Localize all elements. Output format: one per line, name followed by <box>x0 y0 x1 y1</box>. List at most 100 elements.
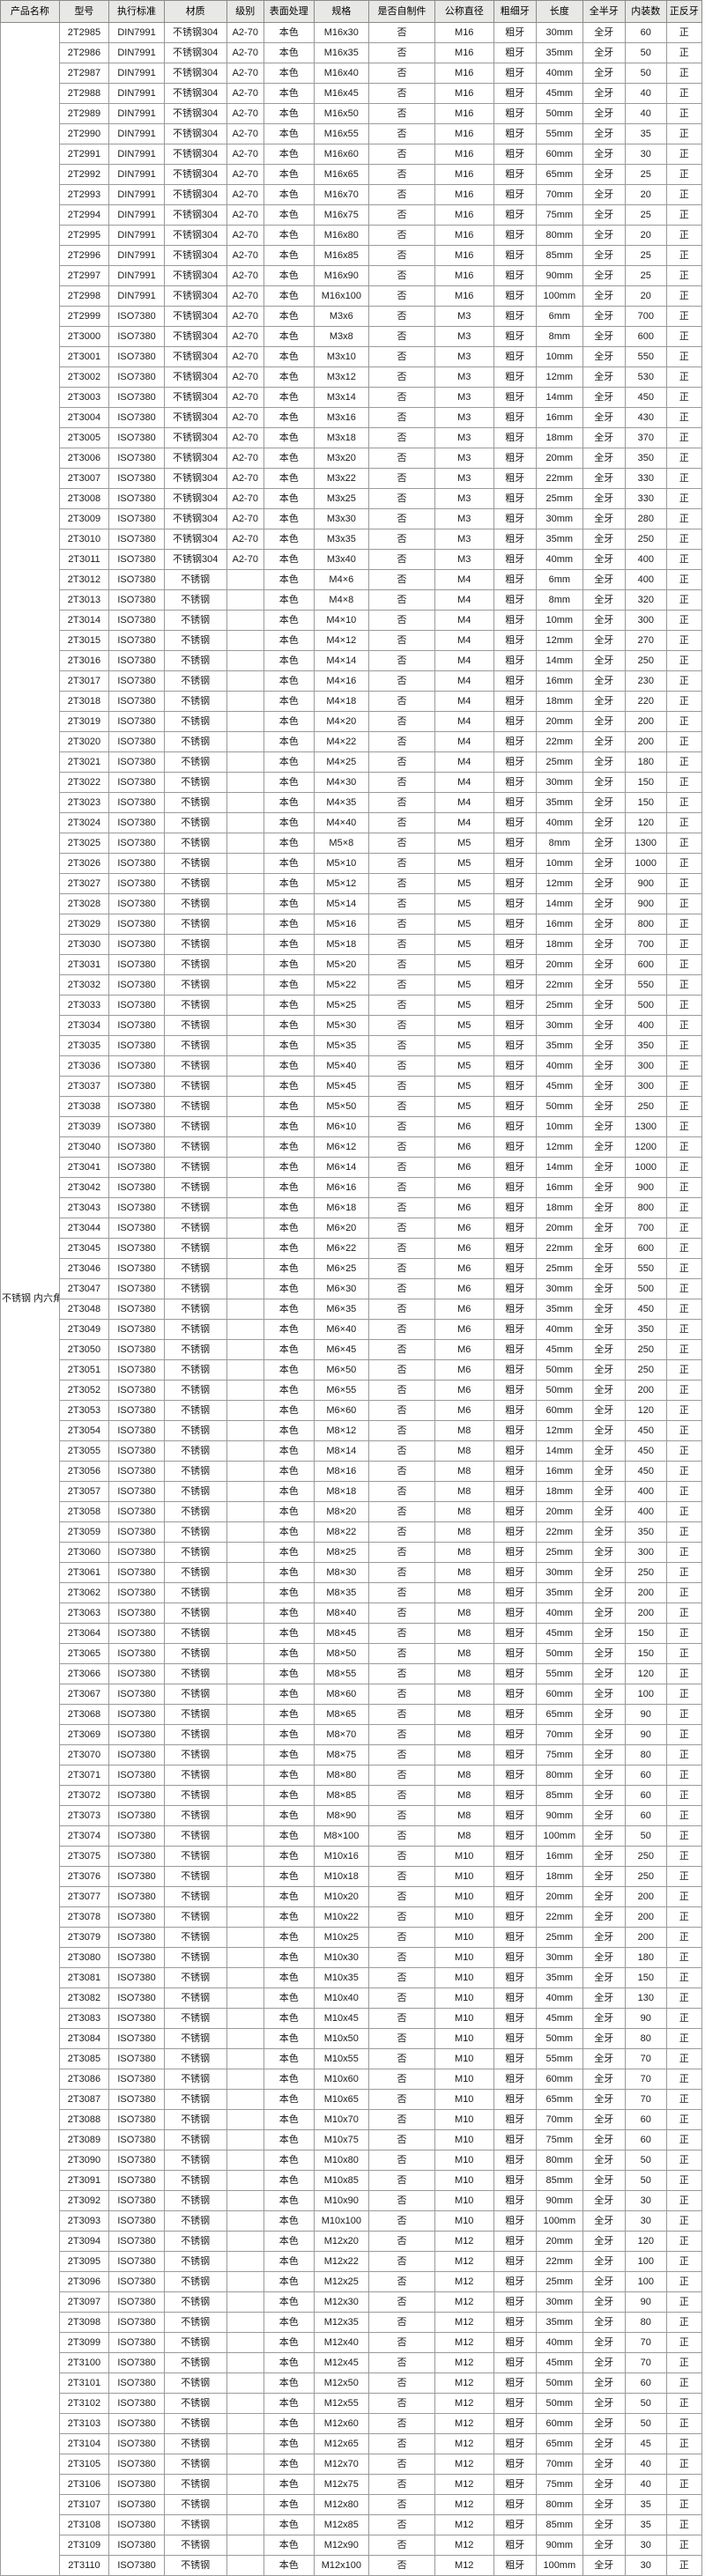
column-header-spec[interactable]: 规格 <box>313 0 370 23</box>
table-row[interactable]: 2T3104 ISO7380 不锈钢 本色 M12x65 否 M12 粗牙 65mm 全牙 45 正 <box>1 2433 702 2454</box>
table-row[interactable]: 2T3077 ISO7380 不锈钢 本色 M10x20 否 M10 粗牙 20mm 全牙 200 正 <box>1 1886 702 1907</box>
table-row[interactable]: 2T3052 ISO7380 不锈钢 本色 M6×55 否 M6 粗牙 50mm 全牙 200 正 <box>1 1380 702 1401</box>
table-row[interactable]: 2T2990 DIN7991 不锈钢304 A2-70 本色 M16x55 否 M16 粗牙 55… <box>1 123 702 144</box>
table-row[interactable]: 2T3021 ISO7380 不锈钢 本色 M4×25 否 M4 粗牙 25mm 全牙 180 正 <box>1 751 702 773</box>
table-row[interactable]: 2T3056 ISO7380 不锈钢 本色 M8×16 否 M8 粗牙 16mm 全牙 450 正 <box>1 1461 702 1482</box>
table-row[interactable]: 2T3075 ISO7380 不锈钢 本色 M10x16 否 M10 粗牙 16mm 全牙 250 正 <box>1 1846 702 1867</box>
table-row[interactable]: 2T3033 ISO7380 不锈钢 本色 M5×25 否 M5 粗牙 25mm 全牙 500 正 <box>1 995 702 1016</box>
table-row[interactable]: 2T3017 ISO7380 不锈钢 本色 M4×16 否 M4 粗牙 16mm 全牙 230 正 <box>1 670 702 692</box>
table-row[interactable]: 2T3002 ISO7380 不锈钢304 A2-70 本色 M3x12 否 M3 粗牙 12mm… <box>1 366 702 388</box>
table-row[interactable]: 2T3009 ISO7380 不锈钢304 A2-70 本色 M3x30 否 M3 粗牙 30mm… <box>1 508 702 529</box>
table-row[interactable]: 2T3046 ISO7380 不锈钢 本色 M6×25 否 M6 粗牙 25mm 全牙 550 正 <box>1 1258 702 1279</box>
table-row[interactable]: 2T3080 ISO7380 不锈钢 本色 M10x30 否 M10 粗牙 30mm 全牙 180 正 <box>1 1947 702 1968</box>
table-row[interactable]: 2T3026 ISO7380 不锈钢 本色 M5×10 否 M5 粗牙 10mm 全牙 1000 正 <box>1 853 702 874</box>
table-row[interactable]: 2T2987 DIN7991 不锈钢304 A2-70 本色 M16x40 否 M16 粗牙 40… <box>1 63 702 84</box>
table-row[interactable]: 2T3040 ISO7380 不锈钢 本色 M6×12 否 M6 粗牙 12mm 全牙 1200 正 <box>1 1136 702 1158</box>
table-row[interactable]: 2T3023 ISO7380 不锈钢 本色 M4×35 否 M4 粗牙 35mm 全牙 150 正 <box>1 792 702 813</box>
column-header-direction[interactable]: 正反牙 <box>665 0 702 23</box>
table-row[interactable]: 2T3018 ISO7380 不锈钢 本色 M4×18 否 M4 粗牙 18mm 全牙 220 正 <box>1 691 702 712</box>
table-row[interactable]: 2T3067 ISO7380 不锈钢 本色 M8×60 否 M8 粗牙 60mm 全牙 100 正 <box>1 1684 702 1705</box>
table-row[interactable]: 2T3091 ISO7380 不锈钢 本色 M10x85 否 M10 粗牙 85mm 全牙 50 正 <box>1 2170 702 2191</box>
table-row[interactable]: 2T3071 ISO7380 不锈钢 本色 M8×80 否 M8 粗牙 80mm 全牙 60 正 <box>1 1765 702 1786</box>
table-row[interactable]: 2T3066 ISO7380 不锈钢 本色 M8×55 否 M8 粗牙 55mm 全牙 120 正 <box>1 1663 702 1684</box>
table-row[interactable]: 2T3019 ISO7380 不锈钢 本色 M4×20 否 M4 粗牙 20mm 全牙 200 正 <box>1 711 702 732</box>
table-row[interactable]: 2T3083 ISO7380 不锈钢 本色 M10x45 否 M10 粗牙 45mm 全牙 90 正 <box>1 2008 702 2029</box>
table-row[interactable]: 2T3048 ISO7380 不锈钢 本色 M6×35 否 M6 粗牙 35mm 全牙 450 正 <box>1 1299 702 1320</box>
table-row[interactable]: 2T2998 DIN7991 不锈钢304 A2-70 本色 M16x100 否 M16 粗牙 1… <box>1 285 702 307</box>
table-row[interactable]: 不锈钢 内六角螺丝2T2985DIN7991不锈钢304A2-70本色M16x3… <box>0 22 702 2576</box>
table-row[interactable]: 2T3029 ISO7380 不锈钢 本色 M5×16 否 M5 粗牙 16mm 全牙 800 正 <box>1 914 702 935</box>
table-row[interactable]: 2T3044 ISO7380 不锈钢 本色 M6×20 否 M6 粗牙 20mm 全牙 700 正 <box>1 1218 702 1239</box>
table-row[interactable]: 2T3090 ISO7380 不锈钢 本色 M10x80 否 M10 粗牙 80mm 全牙 50 正 <box>1 2150 702 2171</box>
table-row[interactable]: 2T3028 ISO7380 不锈钢 本色 M5×14 否 M5 粗牙 14mm 全牙 900 正 <box>1 893 702 914</box>
column-header-pack_qty[interactable]: 内装数 <box>625 0 667 23</box>
table-row[interactable]: 2T3000 ISO7380 不锈钢304 A2-70 本色 M3x8 否 M3 粗牙 8mm 全牙… <box>1 326 702 347</box>
table-row[interactable]: 2T3086 ISO7380 不锈钢 本色 M10x60 否 M10 粗牙 60mm 全牙 70 正 <box>1 2069 702 2090</box>
table-row[interactable]: 2T2992 DIN7991 不锈钢304 A2-70 本色 M16x65 否 M16 粗牙 65… <box>1 164 702 185</box>
table-row[interactable]: 2T3107 ISO7380 不锈钢 本色 M12x80 否 M12 粗牙 80mm 全牙 35 正 <box>1 2494 702 2515</box>
column-header-surface[interactable]: 表面处理 <box>263 0 315 23</box>
table-row[interactable]: 2T3015 ISO7380 不锈钢 本色 M4×12 否 M4 粗牙 12mm 全牙 270 正 <box>1 630 702 651</box>
table-row[interactable]: 2T3103 ISO7380 不锈钢 本色 M12x60 否 M12 粗牙 60mm 全牙 50 正 <box>1 2413 702 2434</box>
table-row[interactable]: 2T3041 ISO7380 不锈钢 本色 M6×14 否 M6 粗牙 14mm 全牙 1000 正 <box>1 1157 702 1178</box>
column-header-standard[interactable]: 执行标准 <box>108 0 165 23</box>
table-row[interactable]: 2T3005 ISO7380 不锈钢304 A2-70 本色 M3x18 否 M3 粗牙 18mm… <box>1 427 702 448</box>
table-row[interactable]: 2T3051 ISO7380 不锈钢 本色 M6×50 否 M6 粗牙 50mm 全牙 250 正 <box>1 1359 702 1381</box>
table-row[interactable]: 2T3047 ISO7380 不锈钢 本色 M6×30 否 M6 粗牙 30mm 全牙 500 正 <box>1 1278 702 1299</box>
table-row[interactable]: 2T3092 ISO7380 不锈钢 本色 M10x90 否 M10 粗牙 90mm 全牙 30 正 <box>1 2190 702 2211</box>
table-row[interactable]: 2T3106 ISO7380 不锈钢 本色 M12x75 否 M12 粗牙 75mm 全牙 40 正 <box>1 2474 702 2495</box>
table-row[interactable]: 2T3068 ISO7380 不锈钢 本色 M8×65 否 M8 粗牙 65mm 全牙 90 正 <box>1 1704 702 1725</box>
table-row[interactable]: 2T2997 DIN7991 不锈钢304 A2-70 本色 M16x90 否 M16 粗牙 90… <box>1 265 702 286</box>
table-row[interactable]: 2T3076 ISO7380 不锈钢 本色 M10x18 否 M10 粗牙 18mm 全牙 250 正 <box>1 1866 702 1887</box>
table-row[interactable]: 2T3031 ISO7380 不锈钢 本色 M5×20 否 M5 粗牙 20mm 全牙 600 正 <box>1 954 702 975</box>
table-row[interactable]: 2T2988 DIN7991 不锈钢304 A2-70 本色 M16x45 否 M16 粗牙 45… <box>1 83 702 104</box>
table-row[interactable]: 2T2986 DIN7991 不锈钢304 A2-70 本色 M16x35 否 M16 粗牙 35… <box>1 42 702 63</box>
table-row[interactable]: 2T2991 DIN7991 不锈钢304 A2-70 本色 M16x60 否 M16 粗牙 60… <box>1 144 702 165</box>
table-row[interactable]: 2T3020 ISO7380 不锈钢 本色 M4×22 否 M4 粗牙 22mm 全牙 200 正 <box>1 731 702 752</box>
table-row[interactable]: 2T2995 DIN7991 不锈钢304 A2-70 本色 M16x80 否 M16 粗牙 80… <box>1 225 702 246</box>
column-header-product_name[interactable]: 产品名称 <box>0 0 60 23</box>
table-row[interactable]: 2T3110 ISO7380 不锈钢 本色 M12x100 否 M12 粗牙 100mm 全牙 30… <box>1 2555 702 2576</box>
table-row[interactable]: 2T3065 ISO7380 不锈钢 本色 M8×50 否 M8 粗牙 50mm 全牙 150 正 <box>1 1643 702 1664</box>
table-row[interactable]: 2T3045 ISO7380 不锈钢 本色 M6×22 否 M6 粗牙 22mm 全牙 600 正 <box>1 1238 702 1259</box>
table-row[interactable]: 2T3013 ISO7380 不锈钢 本色 M4×8 否 M4 粗牙 8mm 全牙 320 正 <box>1 589 702 611</box>
column-header-self_made[interactable]: 是否自制件 <box>368 0 435 23</box>
table-row[interactable]: 2T3055 ISO7380 不锈钢 本色 M8×14 否 M8 粗牙 14mm 全牙 450 正 <box>1 1440 702 1462</box>
table-row[interactable]: 2T3095 ISO7380 不锈钢 本色 M12x22 否 M12 粗牙 22mm 全牙 100 正 <box>1 2251 702 2272</box>
table-row[interactable]: 2T3011 ISO7380 不锈钢304 A2-70 本色 M3x40 否 M3 粗牙 40mm… <box>1 549 702 570</box>
table-row[interactable]: 2T3079 ISO7380 不锈钢 本色 M10x25 否 M10 粗牙 25mm 全牙 200 正 <box>1 1927 702 1948</box>
table-row[interactable]: 2T3078 ISO7380 不锈钢 本色 M10x22 否 M10 粗牙 22mm 全牙 200 正 <box>1 1906 702 1928</box>
table-row[interactable]: 2T3061 ISO7380 不锈钢 本色 M8×30 否 M8 粗牙 30mm 全牙 250 正 <box>1 1562 702 1583</box>
table-row[interactable]: 2T3003 ISO7380 不锈钢304 A2-70 本色 M3x14 否 M3 粗牙 14mm… <box>1 387 702 408</box>
table-row[interactable]: 2T3059 ISO7380 不锈钢 本色 M8×22 否 M8 粗牙 22mm 全牙 350 正 <box>1 1521 702 1543</box>
table-row[interactable]: 2T3109 ISO7380 不锈钢 本色 M12x90 否 M12 粗牙 90mm 全牙 30 正 <box>1 2535 702 2556</box>
table-row[interactable]: 2T3084 ISO7380 不锈钢 本色 M10x50 否 M10 粗牙 50mm 全牙 80 正 <box>1 2028 702 2049</box>
table-row[interactable]: 2T3105 ISO7380 不锈钢 本色 M12x70 否 M12 粗牙 70mm 全牙 40 正 <box>1 2454 702 2475</box>
table-row[interactable]: 2T3037 ISO7380 不锈钢 本色 M5×45 否 M5 粗牙 45mm 全牙 300 正 <box>1 1076 702 1097</box>
table-row[interactable]: 2T3010 ISO7380 不锈钢304 A2-70 本色 M3x35 否 M3 粗牙 35mm… <box>1 529 702 550</box>
table-row[interactable]: 2T3099 ISO7380 不锈钢 本色 M12x40 否 M12 粗牙 40mm 全牙 70 正 <box>1 2332 702 2353</box>
table-row[interactable]: 2T3072 ISO7380 不锈钢 本色 M8×85 否 M8 粗牙 85mm 全牙 60 正 <box>1 1785 702 1806</box>
table-row[interactable]: 2T3085 ISO7380 不锈钢 本色 M10x55 否 M10 粗牙 55mm 全牙 70 正 <box>1 2048 702 2069</box>
table-row[interactable]: 2T3057 ISO7380 不锈钢 本色 M8×18 否 M8 粗牙 18mm 全牙 400 正 <box>1 1481 702 1502</box>
table-row[interactable]: 2T3108 ISO7380 不锈钢 本色 M12x85 否 M12 粗牙 85mm 全牙 35 正 <box>1 2514 702 2535</box>
column-header-thread_type[interactable]: 粗细牙 <box>493 0 538 23</box>
table-row[interactable]: 2T3036 ISO7380 不锈钢 本色 M5×40 否 M5 粗牙 40mm 全牙 300 正 <box>1 1055 702 1077</box>
table-row[interactable]: 2T3096 ISO7380 不锈钢 本色 M12x25 否 M12 粗牙 25mm 全牙 100 正 <box>1 2271 702 2292</box>
table-row[interactable]: 2T3089 ISO7380 不锈钢 本色 M10x75 否 M10 粗牙 75mm 全牙 60 正 <box>1 2129 702 2150</box>
table-row[interactable]: 2T3032 ISO7380 不锈钢 本色 M5×22 否 M5 粗牙 22mm 全牙 550 正 <box>1 974 702 996</box>
table-row[interactable]: 2T3098 ISO7380 不锈钢 本色 M12x35 否 M12 粗牙 35mm 全牙 80 正 <box>1 2312 702 2333</box>
table-row[interactable]: 2T3049 ISO7380 不锈钢 本色 M6×40 否 M6 粗牙 40mm 全牙 350 正 <box>1 1319 702 1340</box>
table-row[interactable]: 2T2989 DIN7991 不锈钢304 A2-70 本色 M16x50 否 M16 粗牙 50… <box>1 103 702 124</box>
table-row[interactable]: 2T3007 ISO7380 不锈钢304 A2-70 本色 M3x22 否 M3 粗牙 22mm… <box>1 468 702 489</box>
column-header-model[interactable]: 型号 <box>58 0 110 23</box>
table-row[interactable]: 2T3087 ISO7380 不锈钢 本色 M10x65 否 M10 粗牙 65mm 全牙 70 正 <box>1 2089 702 2110</box>
table-row[interactable]: 2T3062 ISO7380 不锈钢 本色 M8×35 否 M8 粗牙 35mm 全牙 200 正 <box>1 1582 702 1603</box>
table-row[interactable]: 2T2993 DIN7991 不锈钢304 A2-70 本色 M16x70 否 M16 粗牙 70… <box>1 184 702 205</box>
table-row[interactable]: 2T3012 ISO7380 不锈钢 本色 M4×6 否 M4 粗牙 6mm 全牙 400 正 <box>1 569 702 590</box>
table-row[interactable]: 2T3081 ISO7380 不锈钢 本色 M10x35 否 M10 粗牙 35mm 全牙 150 正 <box>1 1967 702 1988</box>
table-row[interactable]: 2T3093 ISO7380 不锈钢 本色 M10x100 否 M10 粗牙 100mm 全牙 30… <box>1 2210 702 2232</box>
table-row[interactable]: 2T3053 ISO7380 不锈钢 本色 M6×60 否 M6 粗牙 60mm 全牙 120 正 <box>1 1400 702 1421</box>
table-row[interactable]: 2T2994 DIN7991 不锈钢304 A2-70 本色 M16x75 否 M16 粗牙 75… <box>1 204 702 226</box>
table-row[interactable]: 2T3097 ISO7380 不锈钢 本色 M12x30 否 M12 粗牙 30mm 全牙 90 正 <box>1 2291 702 2313</box>
